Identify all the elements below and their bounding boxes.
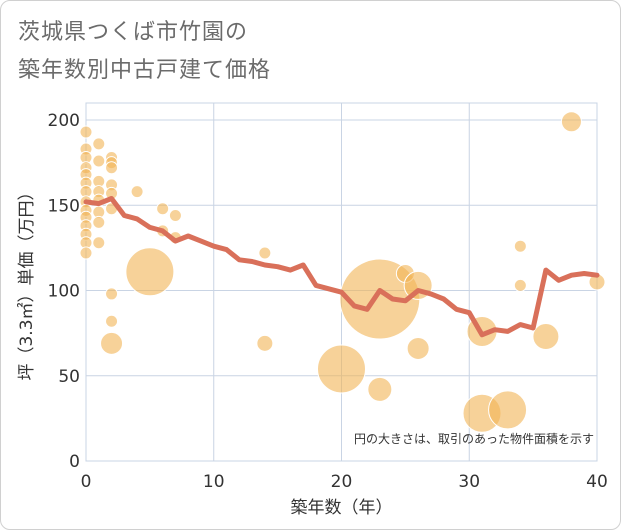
y-tick-label: 50: [58, 367, 80, 387]
data-bubble: [92, 236, 106, 250]
bubble-series: [79, 111, 606, 433]
data-bubble: [92, 154, 106, 168]
data-bubble: [317, 344, 366, 394]
axis-ticks: 0 10 20 30 40 0 50 100 150 200: [48, 111, 608, 492]
data-bubble: [79, 125, 93, 139]
x-tick-label: 10: [203, 472, 225, 492]
y-tick-label: 200: [48, 111, 80, 131]
data-bubble: [513, 278, 527, 292]
y-tick-label: 100: [48, 282, 80, 302]
average-line-series: [83, 196, 600, 338]
x-tick-label: 20: [331, 472, 353, 492]
data-bubble: [105, 287, 119, 301]
data-bubble: [100, 331, 124, 355]
x-tick-label: 30: [458, 472, 480, 492]
data-bubble: [532, 323, 560, 351]
y-tick-label: 0: [69, 452, 80, 472]
grid-lines: [85, 102, 598, 462]
data-bubble: [125, 247, 175, 297]
data-bubble: [488, 390, 528, 430]
data-bubble: [156, 202, 170, 216]
chart-title-line-1: 茨城県つくば市竹園の: [18, 20, 249, 45]
data-bubble: [92, 137, 106, 151]
chart-title: 茨城県つくば市竹園の 築年数別中古戸建て価格: [18, 14, 271, 90]
data-bubble: [168, 209, 182, 223]
x-tick-label: 0: [81, 472, 92, 492]
data-bubble: [367, 376, 393, 402]
data-bubble: [513, 239, 527, 253]
data-bubble: [130, 185, 144, 199]
y-tick-label: 150: [48, 196, 80, 216]
average-line: [83, 196, 600, 338]
data-bubble: [256, 334, 274, 352]
x-tick-label: 40: [586, 472, 608, 492]
data-bubble: [258, 246, 272, 260]
x-axis-label: 築年数（年）: [291, 498, 393, 518]
data-bubble: [92, 215, 106, 229]
chart-title-line-2: 築年数別中古戸建て価格: [18, 58, 272, 83]
data-bubble: [79, 246, 93, 260]
bubble-size-note: 円の大きさは、取引のあった物件面積を示す: [354, 431, 594, 446]
y-axis-label: 坪（3.3㎡）単価（万円）: [17, 183, 37, 380]
data-bubble: [560, 111, 582, 133]
data-bubble: [105, 161, 119, 175]
data-bubble: [406, 336, 430, 360]
data-bubble: [105, 314, 119, 328]
